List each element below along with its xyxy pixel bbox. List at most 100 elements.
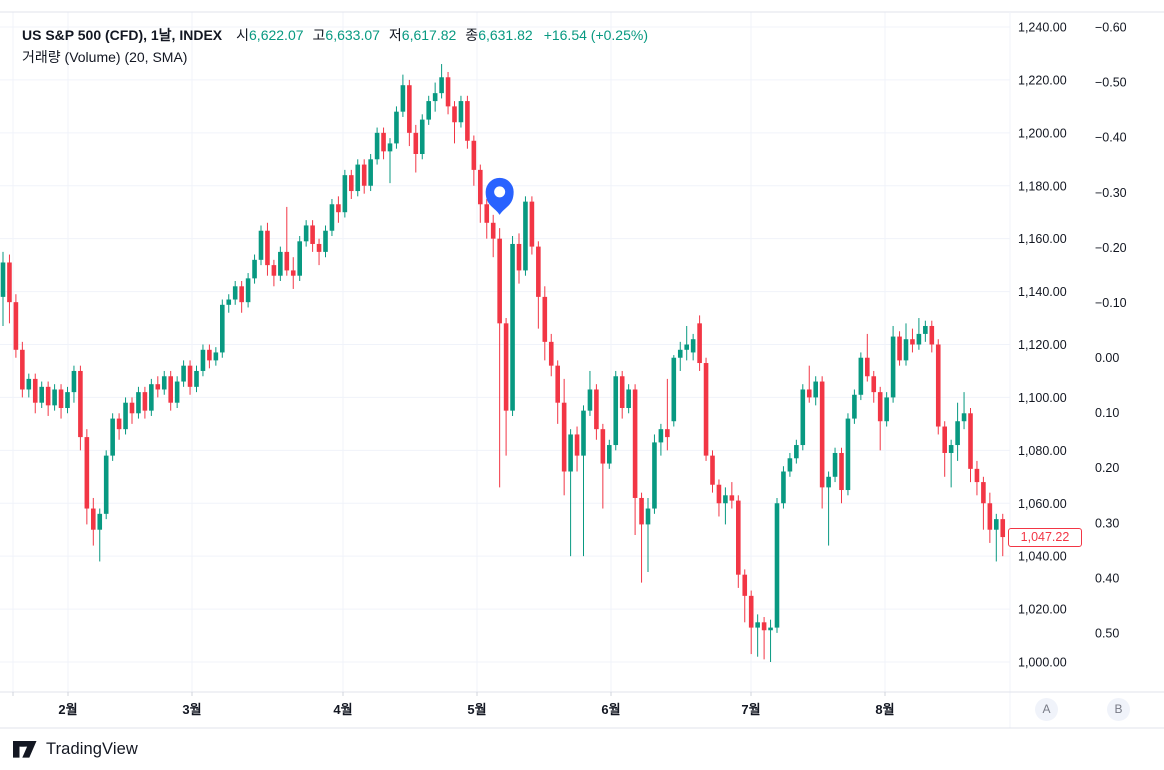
month-label: 5월 [467,702,486,717]
candle [510,243,515,411]
candle [310,225,315,244]
candle [426,101,431,120]
candle [987,503,993,530]
price-tick-label: 1,240.00 [1018,21,1067,35]
price-tick-label: 1,100.00 [1018,391,1067,405]
candle [284,251,290,271]
candle [710,455,715,485]
price-tick-label: 1,140.00 [1018,285,1067,299]
candle [374,132,380,160]
candle [278,251,283,276]
map-pin-marker[interactable] [485,177,514,215]
candle [929,325,935,345]
candle [897,336,902,361]
candle [91,508,96,530]
price-scale-mode-b-button[interactable]: B [1107,698,1130,721]
candle [607,445,612,464]
indicator-scale[interactable] [1090,12,1164,692]
candle [871,376,877,393]
price-scale-mode-a-button[interactable]: A [1035,698,1058,721]
candle [381,132,386,152]
candle [619,376,625,408]
candle [432,93,438,102]
candle [503,323,509,411]
candle [7,262,12,303]
candle [665,429,670,438]
high-value: 6,633.07 [325,27,380,43]
candle [568,434,573,472]
candle [220,304,225,353]
candle [542,296,548,342]
low-value: 6,617.82 [401,27,457,43]
candle [239,286,244,303]
price-tick-label: 1,180.00 [1018,179,1067,193]
candle [39,386,44,403]
secondary-tick-label: 0.30 [1095,516,1119,530]
symbol-title[interactable]: US S&P 500 (CFD), 1날, INDEX [22,27,223,43]
candle [445,77,451,107]
candle [581,410,586,456]
candle [968,413,973,469]
candle [194,370,199,387]
candle [226,299,232,305]
candle [774,503,780,628]
candle [916,333,922,345]
candle [839,452,844,491]
candle [658,429,664,443]
candle [465,101,470,141]
price-tick-label: 1,120.00 [1018,338,1067,352]
candle [142,392,148,411]
candle [71,370,77,393]
secondary-axis-labels: −0.60 −0.50 −0.40 −0.30 −0.20 −0.10 0.00 0.10 0.… [1095,21,1127,641]
candle [813,381,818,398]
candle [316,243,322,252]
time-scale[interactable] [0,692,1010,728]
candle [574,434,580,456]
candle [20,349,25,390]
candle [329,204,335,231]
candle [974,468,980,483]
candle [645,508,651,525]
candle [84,437,90,509]
price-tick-label: 1,060.00 [1018,497,1067,511]
candle [890,336,896,398]
candle [594,389,599,430]
month-label: 8월 [875,702,894,717]
candle [955,421,960,446]
candle [45,386,51,406]
close-label: 종 [465,27,479,43]
candle [258,230,264,260]
candle [297,241,302,276]
candle [168,376,173,403]
candle [52,389,57,406]
candle [123,402,128,430]
candle [529,201,535,247]
tradingview-logo[interactable]: TradingView [13,738,138,760]
candle [458,101,464,123]
candle [252,259,257,279]
candle [355,164,361,192]
candle [787,458,793,472]
price-tick-label: 1,000.00 [1018,656,1067,670]
candle [903,339,909,361]
candle [387,143,393,152]
candle [336,204,341,213]
secondary-tick-label: −0.60 [1095,21,1127,35]
candle [200,349,206,371]
candle [865,357,870,377]
close-value: 6,631.82 [478,27,533,43]
indicator-legend[interactable]: 거래량 (Volume) (20, SMA) [22,49,188,65]
candle [671,357,677,422]
candle [652,442,657,509]
secondary-tick-label: −0.20 [1095,241,1127,255]
candle [742,574,748,596]
candle [26,378,32,390]
month-label: 4월 [333,702,352,717]
candle [478,169,483,205]
candle [1000,519,1006,538]
candle [32,378,38,403]
price-scale[interactable] [1010,12,1090,692]
month-label: 2월 [58,702,77,717]
